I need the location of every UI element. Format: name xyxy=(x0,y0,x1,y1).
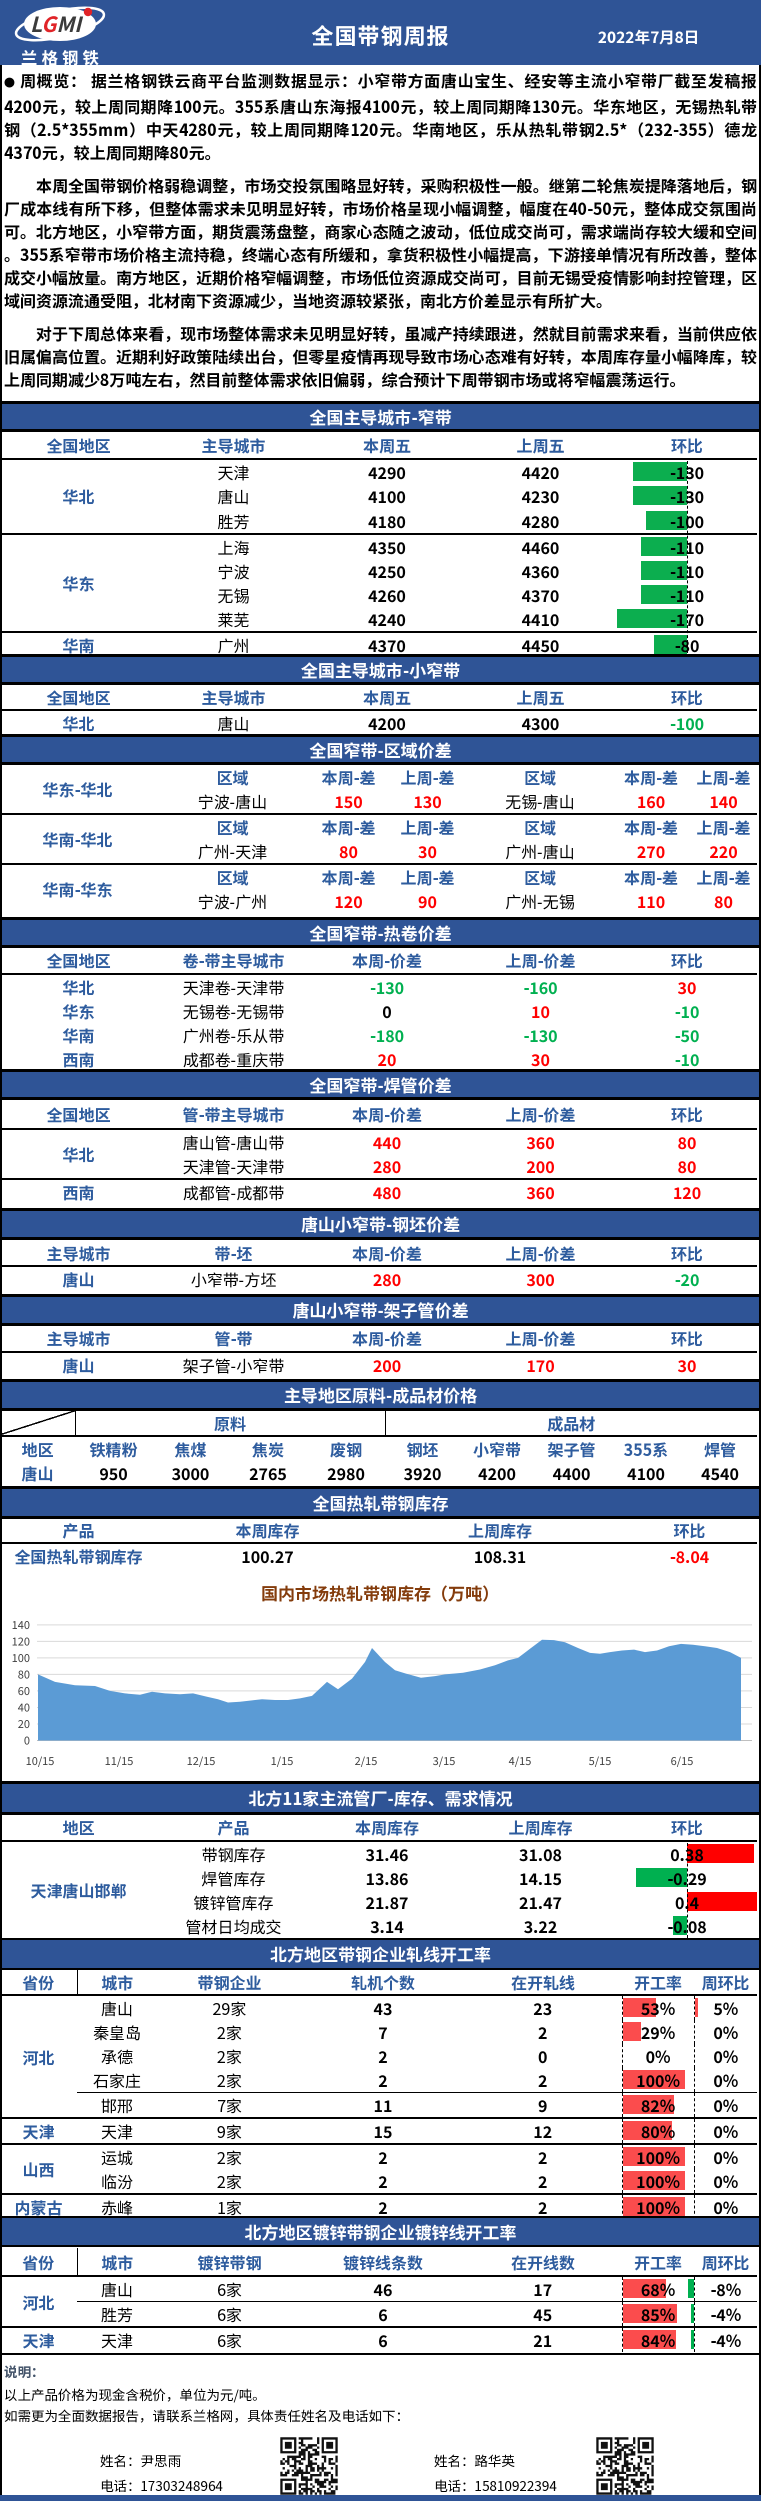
svg-text:20: 20 xyxy=(18,1716,30,1732)
svg-text:11/15: 11/15 xyxy=(105,1753,134,1769)
svg-text:3/15: 3/15 xyxy=(433,1753,456,1769)
svg-text:1/15: 1/15 xyxy=(271,1753,294,1769)
svg-text:10/15: 10/15 xyxy=(26,1753,55,1769)
svg-text:6/15: 6/15 xyxy=(671,1753,694,1769)
svg-text:4/15: 4/15 xyxy=(509,1753,532,1769)
svg-text:40: 40 xyxy=(18,1700,30,1716)
svg-text:120: 120 xyxy=(12,1633,30,1649)
svg-text:2/15: 2/15 xyxy=(355,1753,378,1769)
svg-text:0: 0 xyxy=(24,1733,30,1749)
svg-text:5/15: 5/15 xyxy=(589,1753,612,1769)
svg-text:140: 140 xyxy=(12,1617,30,1633)
svg-text:LGMI: LGMI xyxy=(30,9,83,39)
svg-text:100: 100 xyxy=(12,1650,30,1666)
svg-text:12/15: 12/15 xyxy=(187,1753,216,1769)
svg-text:80: 80 xyxy=(18,1666,30,1682)
svg-text:60: 60 xyxy=(18,1683,30,1699)
svg-text:国内市场热轧带钢库存（万吨）: 国内市场热轧带钢库存（万吨） xyxy=(261,1580,499,1605)
